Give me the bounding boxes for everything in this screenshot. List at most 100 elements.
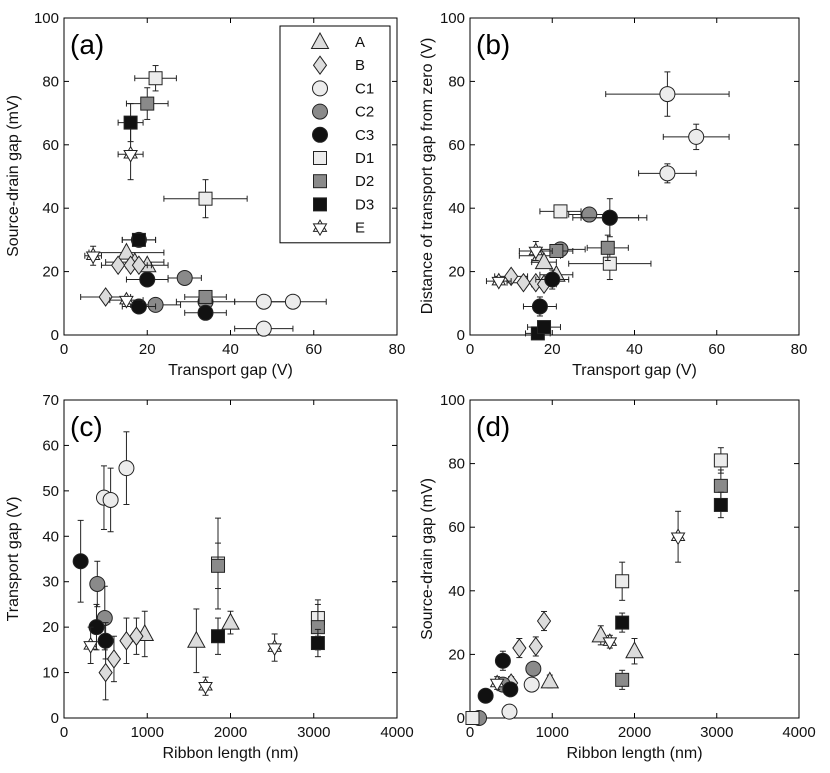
x-tick-label: 80 [791, 341, 808, 358]
data-point-C3 [531, 298, 548, 315]
data-point-C1 [102, 491, 119, 508]
series-E [83, 626, 282, 696]
series-D1 [134, 65, 248, 219]
legend-marker-B [312, 55, 328, 76]
data-point-D2 [198, 289, 213, 304]
data-point-B [98, 662, 113, 683]
x-tick-label: 0 [60, 724, 68, 741]
data-point-A [534, 252, 554, 270]
data-point-C3 [477, 687, 494, 704]
y-tick-label: 30 [42, 574, 59, 591]
y-tick-label: 60 [448, 519, 465, 536]
y-tick-label: 70 [42, 392, 59, 409]
legend-label-C2: C2 [355, 104, 374, 121]
legend-label-D1: D1 [355, 150, 374, 167]
y-tick-label: 60 [42, 437, 59, 454]
data-point-E [602, 633, 618, 651]
data-point-C3 [139, 271, 156, 288]
panel-label: (a) [70, 29, 104, 60]
y-tick-label: 40 [448, 583, 465, 600]
data-point-D2 [615, 672, 630, 687]
data-point-E [85, 247, 101, 265]
data-point-C1 [255, 293, 272, 310]
data-point-C1 [659, 86, 676, 103]
data-point-C1 [284, 293, 301, 310]
data-point-C2 [525, 660, 542, 677]
y-tick-label: 100 [440, 10, 465, 27]
data-point-E [198, 677, 213, 695]
data-point-B [516, 272, 531, 293]
chart-panel-3: 0 1000 2000 3000 4000 0 10 20 30 40 50 60 70 Ribbon l… [5, 392, 414, 762]
data-point-E [528, 242, 544, 260]
data-point-A [187, 630, 206, 648]
series-C1 [95, 431, 135, 533]
data-point-C3 [197, 304, 214, 321]
legend-marker-D3 [313, 197, 327, 212]
series-D3 [615, 491, 728, 633]
data-point-E [83, 636, 99, 654]
x-tick-label: 0 [466, 724, 474, 741]
y-tick-label: 20 [448, 264, 465, 281]
data-point-E [119, 291, 134, 309]
x-tick-label: 1000 [536, 724, 569, 741]
series-E [84, 128, 144, 309]
series-A [540, 625, 644, 689]
legend-label-B: B [355, 57, 365, 74]
data-point-D3 [537, 320, 552, 335]
series-A [135, 608, 240, 674]
chart-panel-2: 0 20 40 60 80 0 20 40 60 80 100 Transport gap (V) Di… [419, 10, 807, 379]
series-C3 [522, 198, 648, 317]
data-point-C3 [544, 271, 561, 288]
data-point-A [625, 641, 644, 659]
x-tick-label: 3000 [700, 724, 733, 741]
data-point-A [221, 612, 240, 630]
data-point-C3 [601, 209, 618, 226]
data-point-E [267, 639, 282, 657]
x-tick-label: 4000 [380, 724, 413, 741]
data-point-C3 [494, 652, 511, 669]
x-tick-label: 20 [139, 341, 156, 358]
x-tick-label: 0 [60, 341, 68, 358]
y-tick-label: 40 [448, 200, 465, 217]
data-point-C3 [130, 298, 147, 315]
data-point-D1 [615, 574, 630, 589]
legend-marker-E [312, 219, 328, 237]
y-axis-label: Source-drain gap (mV) [5, 95, 22, 257]
legend-marker-C2 [312, 103, 328, 120]
series-C2 [89, 560, 113, 651]
data-point-C3 [97, 632, 114, 649]
legend-label-C1: C1 [355, 80, 374, 97]
data-point-B [129, 626, 144, 647]
y-tick-label: 50 [42, 483, 59, 500]
data-point-D3 [131, 232, 146, 247]
data-point-E [123, 145, 138, 163]
data-point-D1 [713, 453, 728, 468]
series-D3 [525, 320, 561, 341]
data-point-B [106, 649, 122, 669]
y-tick-label: 20 [448, 646, 465, 663]
plot-frame [469, 399, 800, 719]
data-point-C1 [255, 320, 272, 337]
data-point-C2 [176, 269, 193, 286]
series-C1 [234, 293, 327, 337]
plot-frame [469, 17, 800, 336]
legend-marker-D1 [313, 151, 327, 165]
data-point-C3 [72, 553, 89, 570]
x-tick-label: 60 [708, 341, 725, 358]
series-E [485, 240, 553, 290]
y-tick-label: 80 [448, 73, 465, 90]
data-point-C1 [688, 128, 705, 145]
data-point-D2 [140, 96, 155, 111]
legend-marker-D2 [313, 174, 327, 189]
data-point-D2 [600, 240, 615, 255]
series-D1 [465, 447, 728, 725]
x-tick-label: 20 [544, 341, 561, 358]
chart-panel-4: 0 1000 2000 3000 4000 0 20 40 60 80 100 Ribbon leng… [419, 392, 816, 762]
x-tick-label: 0 [466, 341, 474, 358]
data-point-D1 [465, 711, 480, 725]
data-point-B [528, 636, 543, 657]
data-point-D3 [713, 497, 728, 512]
x-tick-label: 2000 [214, 724, 247, 741]
y-tick-label: 20 [42, 619, 59, 636]
data-point-E [491, 272, 507, 290]
